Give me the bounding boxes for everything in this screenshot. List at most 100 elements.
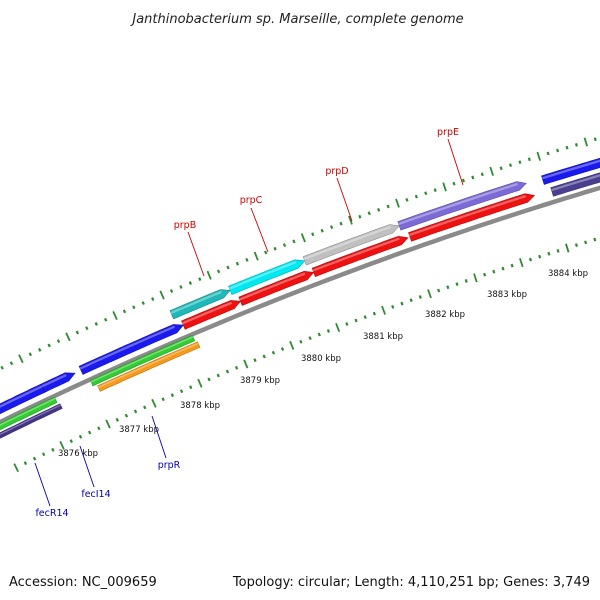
tick-label-3882: 3882 kbp: [425, 310, 465, 320]
outer-tick-mark: [377, 208, 381, 212]
inner-tick-mark: [308, 336, 312, 341]
inner-tick-mark: [317, 332, 321, 337]
inner-tick-mark: [69, 439, 73, 444]
outer-tick-mark: [300, 233, 306, 243]
gene-prpB: [169, 289, 231, 320]
inner-tick-mark: [400, 301, 404, 306]
inner-tick-mark: [547, 251, 551, 256]
outer-tick-mark: [348, 215, 353, 225]
tick-label-3881: 3881 kbp: [363, 332, 403, 342]
outer-tick-mark: [85, 326, 89, 331]
inner-tick-mark: [289, 340, 295, 350]
gene-prpD-highlight: [303, 225, 391, 261]
outer-tick-mark: [38, 347, 42, 352]
tick-label-3883: 3883 kbp: [487, 290, 527, 300]
inner-tick-mark: [216, 373, 220, 378]
map-title: Janthinobacterium sp. Marseille, complet…: [129, 12, 463, 27]
inner-tick-mark: [473, 273, 478, 283]
gene-blue-mid: [78, 324, 184, 375]
tick-label-3878: 3878 kbp: [180, 401, 220, 411]
leader-line-prpE: [447, 138, 464, 186]
inner-tick-mark: [574, 243, 578, 248]
outer-tick-mark: [339, 221, 343, 226]
outer-tick-mark: [47, 343, 51, 348]
outer-tick-mark: [112, 311, 118, 320]
inner-tick-mark: [32, 456, 37, 461]
inner-tick-mark: [437, 288, 441, 293]
inner-tick-mark: [42, 452, 46, 457]
gene-red-3-highlight: [312, 237, 400, 272]
inner-tick-mark: [354, 318, 358, 323]
outer-tick-mark: [508, 163, 513, 168]
inner-tick-mark: [170, 393, 175, 398]
tick-label-3877: 3877 kbp: [119, 425, 159, 435]
tick-label-3880: 3880 kbp: [301, 354, 341, 364]
inner-tick-mark: [372, 311, 376, 316]
outer-tick-mark: [94, 322, 98, 326]
gene-red-2-highlight: [239, 272, 306, 301]
outer-tick-mark: [273, 246, 277, 251]
outer-tick-mark: [546, 151, 550, 156]
leader-line-fecI14: [79, 445, 95, 488]
outer-tick-mark: [358, 214, 362, 219]
outer-tick-mark: [245, 257, 249, 262]
inner-tick-mark: [143, 405, 147, 410]
outer-tick-mark: [536, 151, 541, 161]
accession-text: Accession: NC_009659: [9, 575, 157, 590]
gene-red-1: [181, 300, 242, 330]
outer-tick-mark: [179, 285, 183, 289]
outer-tick-mark: [480, 172, 484, 177]
outer-tick-mark: [565, 145, 569, 150]
outer-tick-mark: [329, 225, 334, 230]
gene-prpD: [302, 224, 400, 266]
gene-prpC-highlight: [228, 261, 297, 290]
inner-tick-mark: [381, 305, 386, 315]
leader-line-fecR14: [34, 462, 51, 507]
outer-tick-mark: [527, 157, 531, 162]
outer-tick-mark: [122, 309, 127, 314]
gene-label-prpB: prpB: [174, 220, 196, 231]
outer-tick-mark: [405, 198, 409, 202]
gene-red-4: [408, 193, 536, 242]
outer-tick-mark: [206, 270, 212, 280]
outer-tick-mark: [433, 188, 437, 192]
inner-tick-mark: [225, 369, 230, 374]
outer-tick-mark: [253, 251, 259, 261]
inner-tick-mark: [253, 358, 257, 363]
leader-line-prpD: [336, 177, 353, 222]
outer-tick-mark: [367, 211, 371, 216]
inner-tick-mark: [243, 359, 249, 369]
gene-red-1-highlight: [182, 301, 233, 325]
outer-tick-mark: [159, 290, 165, 300]
inner-tick-mark: [97, 426, 101, 431]
outer-tick-mark: [499, 166, 503, 171]
inner-tick-mark: [161, 397, 165, 402]
outer-tick-mark: [264, 250, 268, 255]
outer-tick-mark: [593, 137, 597, 142]
inner-tick-mark: [501, 266, 505, 271]
outer-tick-mark: [320, 228, 324, 233]
inner-tick-mark: [565, 243, 570, 253]
gene-blue-small-highlight: [41, 374, 67, 388]
gene-blue-right: [541, 157, 600, 185]
inner-tick-mark: [23, 461, 28, 466]
leader-line-prpB: [187, 231, 205, 277]
outer-tick-mark: [442, 182, 447, 192]
outer-tick-mark: [461, 178, 465, 183]
outer-tick-mark: [0, 365, 4, 370]
outer-tick-mark: [9, 361, 14, 366]
inner-tick-mark: [556, 248, 560, 253]
gene-label-prpE: prpE: [437, 127, 459, 138]
inner-tick-mark: [115, 417, 119, 422]
outer-tick-mark: [471, 175, 475, 180]
inner-tick-mark: [492, 269, 496, 274]
outer-tick-mark: [198, 277, 202, 282]
outer-tick-mark: [18, 354, 24, 364]
gene-prpB-highlight: [170, 290, 222, 315]
inner-tick-mark: [391, 305, 395, 309]
inner-tick-mark: [584, 240, 588, 245]
outer-tick-mark: [65, 332, 71, 342]
outer-tick-mark: [75, 330, 80, 335]
gene-orange-highlight: [98, 342, 199, 389]
